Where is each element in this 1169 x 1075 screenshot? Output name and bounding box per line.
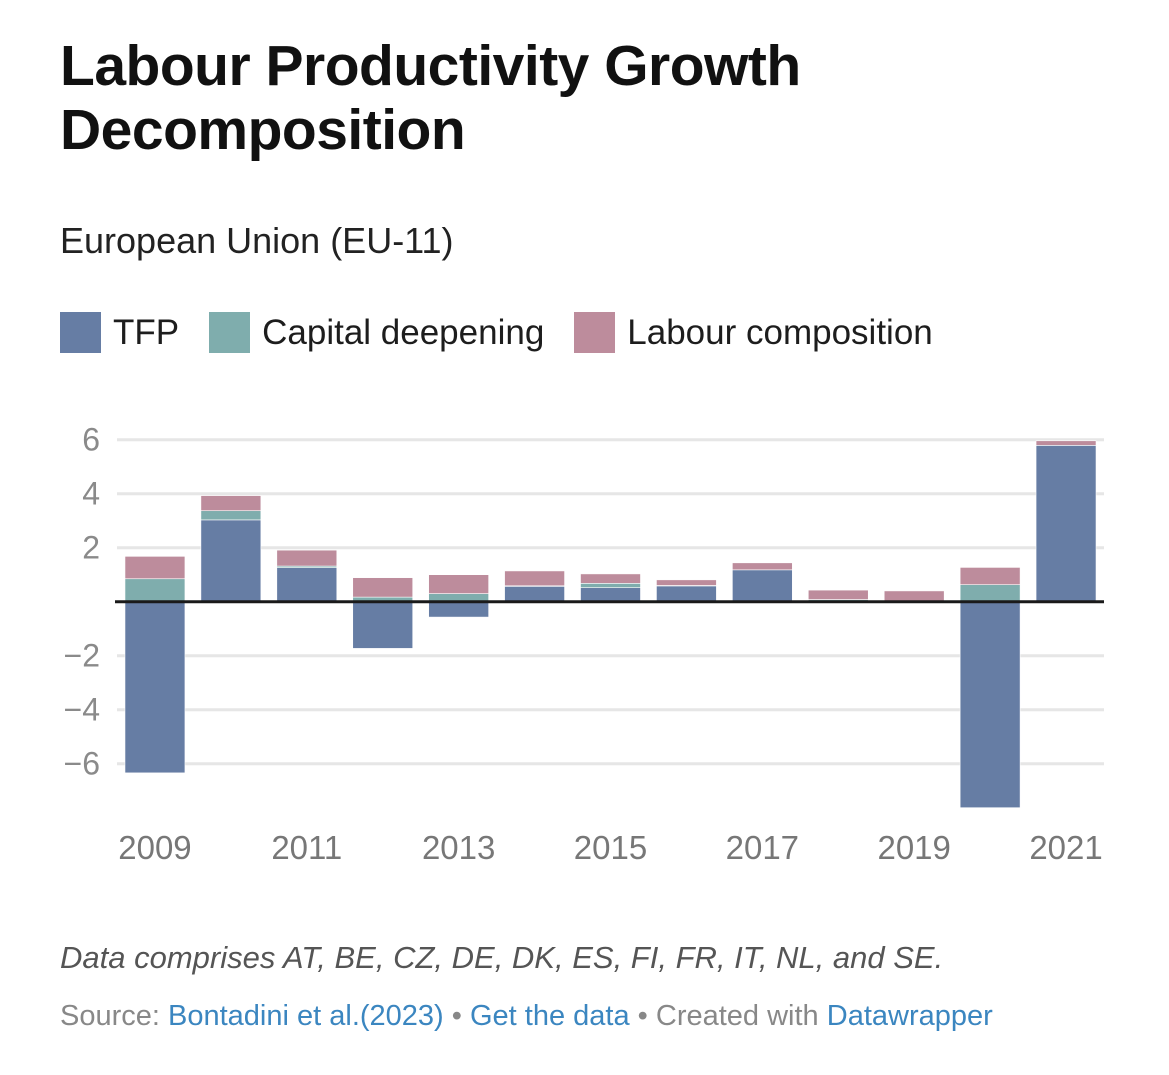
bar-tfp-2011 xyxy=(276,567,338,602)
bar-tfp-2014 xyxy=(504,586,565,602)
bar-group-2012 xyxy=(352,577,414,649)
x-tick-label: 2019 xyxy=(877,829,950,866)
legend-swatch-labour-composition xyxy=(574,312,616,353)
bar-tfp-2009 xyxy=(124,601,186,774)
legend-swatch-capital-deepening xyxy=(209,312,251,353)
stacked-bar-chart: 6 4 2 −2 −4 −6 2009 2011 2013 2015 2017 2019 2021 xyxy=(64,422,1104,866)
bar-tfp-2016 xyxy=(656,585,717,603)
y-axis-ticks: 6 4 2 −2 −4 −6 xyxy=(64,422,100,782)
y-tick-label: 2 xyxy=(82,530,100,566)
bar-group-2021 xyxy=(1035,440,1097,603)
bar-capital-deepening-2009 xyxy=(124,578,186,603)
y-tick-label: −6 xyxy=(64,746,100,782)
bar-labour-composition-2018 xyxy=(807,589,869,600)
bar-group-2014 xyxy=(504,570,565,602)
bar-group-2017 xyxy=(732,562,793,602)
x-tick-label: 2009 xyxy=(118,829,191,866)
bar-capital-deepening-2020 xyxy=(959,584,1021,603)
bar-group-2011 xyxy=(276,549,338,602)
bar-group-2009 xyxy=(124,556,186,774)
legend-label-capital-deepening: Capital deepening xyxy=(262,312,545,352)
bar-tfp-2021 xyxy=(1035,445,1097,603)
x-tick-label: 2015 xyxy=(574,829,647,866)
separator-2: • xyxy=(637,1000,648,1032)
x-tick-label: 2017 xyxy=(726,829,799,866)
source-link[interactable]: Bontadini et al.(2023) xyxy=(168,1000,444,1032)
bar-tfp-2015 xyxy=(580,587,641,603)
legend-label-tfp: TFP xyxy=(113,312,180,352)
bar-tfp-2013 xyxy=(428,601,489,618)
bar-group-2013 xyxy=(428,574,489,618)
x-tick-label: 2013 xyxy=(422,829,495,866)
x-tick-label: 2021 xyxy=(1029,829,1102,866)
x-tick-label: 2011 xyxy=(271,829,342,866)
bar-group-2020 xyxy=(959,567,1021,809)
bar-group-2015 xyxy=(580,573,641,603)
legend-item-capital-deepening: Capital deepening xyxy=(209,312,544,353)
bar-tfp-2020 xyxy=(959,601,1021,809)
bar-labour-composition-2020 xyxy=(959,567,1021,585)
bar-tfp-2012 xyxy=(352,601,414,649)
gridlines xyxy=(117,438,1104,766)
bar-capital-deepening-2010 xyxy=(200,510,262,521)
get-the-data-link[interactable]: Get the data xyxy=(469,1000,630,1032)
legend-item-labour-composition: Labour composition xyxy=(574,312,933,353)
chart-notes: Data comprises AT, BE, CZ, DE, DK, ES, F… xyxy=(60,940,944,975)
legend: TFP Capital deepening Labour composition xyxy=(60,312,963,353)
bar-labour-composition-2012 xyxy=(352,577,414,598)
separator-1: • xyxy=(451,1000,462,1032)
created-with-label: Created with xyxy=(655,1000,819,1032)
bar-tfp-2010 xyxy=(200,519,262,602)
bar-capital-deepening-2015 xyxy=(580,583,641,588)
bar-group-2016 xyxy=(656,579,717,603)
datawrapper-link[interactable]: Datawrapper xyxy=(826,1000,993,1032)
bar-tfp-2017 xyxy=(732,569,793,602)
bar-labour-composition-2017 xyxy=(732,562,793,571)
legend-label-labour-composition: Labour composition xyxy=(627,312,933,352)
bar-labour-composition-2019 xyxy=(883,590,945,602)
bar-labour-composition-2015 xyxy=(580,573,641,584)
y-tick-label: −4 xyxy=(64,692,100,728)
y-tick-label: 4 xyxy=(82,476,100,512)
legend-item-tfp: TFP xyxy=(60,312,179,353)
y-tick-label: 6 xyxy=(82,422,100,458)
chart-subtitle: European Union (EU-11) xyxy=(60,220,454,261)
bar-labour-composition-2021 xyxy=(1035,440,1097,446)
bar-labour-composition-2011 xyxy=(276,549,338,567)
bar-group-2010 xyxy=(200,495,262,602)
bar-group-2018 xyxy=(807,589,869,603)
bars xyxy=(124,440,1097,809)
bar-labour-composition-2009 xyxy=(124,556,186,580)
chart-title: Labour Productivity Growth Decomposition xyxy=(60,34,801,162)
y-tick-label: −2 xyxy=(64,638,100,674)
bar-labour-composition-2013 xyxy=(428,574,489,594)
legend-swatch-tfp xyxy=(60,312,101,353)
bar-labour-composition-2016 xyxy=(656,579,717,586)
source-line: Source: Bontadini et al.(2023) • Get the… xyxy=(60,1000,993,1033)
x-axis-ticks: 2009 2011 2013 2015 2017 2019 2021 xyxy=(118,829,1102,866)
source-prefix: Source: xyxy=(60,1000,160,1032)
bar-labour-composition-2010 xyxy=(200,495,262,512)
bar-labour-composition-2014 xyxy=(504,570,565,587)
